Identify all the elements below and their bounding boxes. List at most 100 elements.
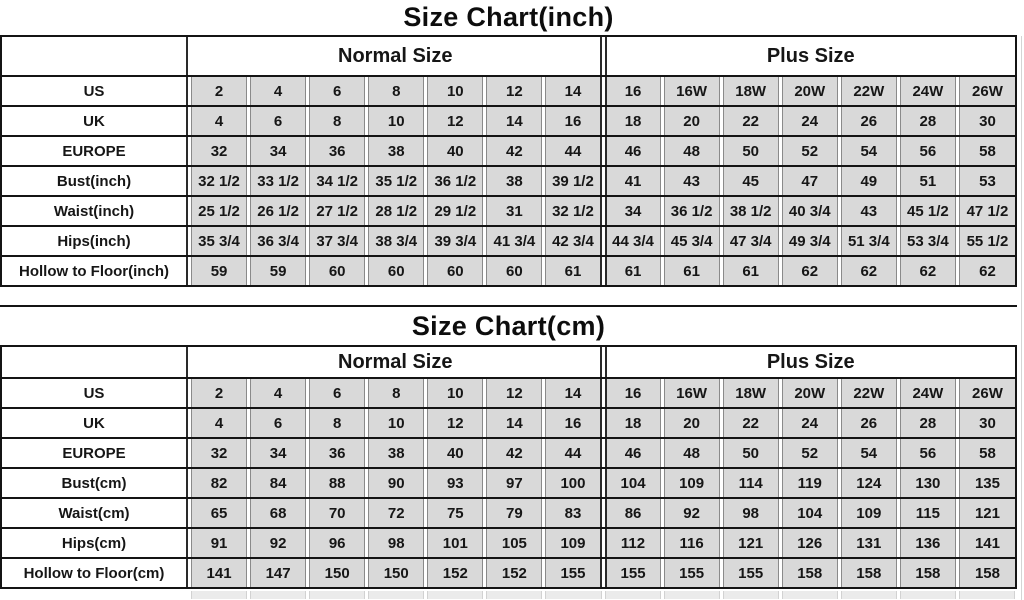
size-cell: 47 3/4 <box>722 227 779 255</box>
size-cell: 2 <box>191 379 248 407</box>
size-cell: 53 <box>958 167 1015 195</box>
row-label: Hips(inch) <box>2 227 188 255</box>
size-cell: 14 <box>545 379 602 407</box>
size-cell: 40 <box>427 137 484 165</box>
size-cell: 41 <box>604 167 661 195</box>
size-cell: 46 <box>604 439 661 467</box>
cropped-cell-blank <box>2 591 188 599</box>
size-chart-inch-table: Normal Size Plus Size US 2 4 6 8 10 12 14 16 16W 18W… <box>0 35 1017 287</box>
size-cell: 40 3/4 <box>781 197 838 225</box>
size-cell: 32 1/2 <box>191 167 248 195</box>
size-cell: 152 <box>427 559 484 587</box>
size-cell: 16 <box>545 409 602 437</box>
size-cell: 59 <box>191 257 248 285</box>
size-cell: 43 <box>840 197 897 225</box>
size-cell: 16 <box>604 379 661 407</box>
size-cell: 126 <box>781 529 838 557</box>
size-cell: 88 <box>309 469 366 497</box>
size-cell: 53 3/4 <box>899 227 956 255</box>
size-cell: 92 <box>250 529 307 557</box>
size-cell: 6 <box>250 107 307 135</box>
size-cell: 109 <box>663 469 720 497</box>
size-cell: 158 <box>899 559 956 587</box>
size-cell: 75 <box>427 499 484 527</box>
row-label: Hollow to Floor(inch) <box>2 257 188 285</box>
size-cell: 42 <box>486 439 543 467</box>
row-label: Waist(cm) <box>2 499 188 527</box>
plus-size-header: Plus Size <box>604 37 1015 75</box>
size-cell: 61 <box>545 257 602 285</box>
size-cell: 60 <box>309 257 366 285</box>
size-cell: 8 <box>309 409 366 437</box>
size-cell: 4 <box>250 77 307 105</box>
size-cell: 52 <box>781 137 838 165</box>
size-cell: 56 <box>899 137 956 165</box>
cropped-cell <box>250 591 307 599</box>
size-cell: 14 <box>545 77 602 105</box>
size-cell: 93 <box>427 469 484 497</box>
size-cell: 96 <box>309 529 366 557</box>
table-row: UK 4 6 8 10 12 14 16 18 20 22 24 26 28 30 <box>2 409 1015 439</box>
size-cell: 6 <box>250 409 307 437</box>
right-gridline <box>1021 36 1022 600</box>
size-cell: 90 <box>368 469 425 497</box>
size-cell: 38 <box>368 137 425 165</box>
size-cell: 62 <box>899 257 956 285</box>
cropped-cell <box>840 591 897 599</box>
cropped-cell <box>191 591 248 599</box>
size-cell: 52 <box>781 439 838 467</box>
size-cell: 62 <box>781 257 838 285</box>
size-cell: 18 <box>604 409 661 437</box>
size-cell: 22 <box>722 409 779 437</box>
size-cell: 84 <box>250 469 307 497</box>
size-cell: 60 <box>368 257 425 285</box>
size-cell: 91 <box>191 529 248 557</box>
size-cell: 10 <box>368 409 425 437</box>
size-cell: 4 <box>191 107 248 135</box>
size-cell: 82 <box>191 469 248 497</box>
size-chart-cm-table: Normal Size Plus Size US 2 4 6 8 10 12 14 16 16W 18W… <box>0 345 1017 589</box>
size-cell: 72 <box>368 499 425 527</box>
size-cell: 150 <box>368 559 425 587</box>
size-cell: 61 <box>722 257 779 285</box>
size-cell: 26W <box>958 77 1015 105</box>
cropped-cell <box>368 591 425 599</box>
size-cell: 20 <box>663 107 720 135</box>
size-cell: 37 3/4 <box>309 227 366 255</box>
size-cell: 54 <box>840 137 897 165</box>
size-cell: 131 <box>840 529 897 557</box>
size-cell: 116 <box>663 529 720 557</box>
size-cell: 42 <box>486 137 543 165</box>
size-cell: 38 3/4 <box>368 227 425 255</box>
size-cell: 26 <box>840 409 897 437</box>
plus-size-header: Plus Size <box>604 347 1015 377</box>
size-cell: 155 <box>604 559 661 587</box>
cropped-cell <box>663 591 720 599</box>
size-chart-inch-title: Size Chart(inch) <box>403 2 614 32</box>
size-cell: 48 <box>663 137 720 165</box>
size-cell: 28 <box>899 409 956 437</box>
size-cell: 97 <box>486 469 543 497</box>
row-label: Hollow to Floor(cm) <box>2 559 188 587</box>
size-cell: 34 1/2 <box>309 167 366 195</box>
size-cell: 35 3/4 <box>191 227 248 255</box>
cropped-next-row <box>0 591 1017 599</box>
size-cell: 10 <box>368 107 425 135</box>
size-cell: 150 <box>309 559 366 587</box>
size-cell: 141 <box>191 559 248 587</box>
size-cell: 6 <box>309 77 366 105</box>
table-row: US 2 4 6 8 10 12 14 16 16W 18W 20W 22W 24W 26W <box>2 379 1015 409</box>
size-cell: 12 <box>486 77 543 105</box>
row-label: UK <box>2 107 188 135</box>
size-chart-inch-block: Size Chart(inch) Normal Size Plus Size US 2… <box>0 0 1017 287</box>
table-row: Bust(inch) 32 1/2 33 1/2 34 1/2 35 1/2 36 1/2… <box>2 167 1015 197</box>
table-row: Hips(cm) 91 92 96 98 101 105 109 112 116 121 126 131… <box>2 529 1015 559</box>
size-cell: 65 <box>191 499 248 527</box>
cropped-cell <box>781 591 838 599</box>
size-cell: 6 <box>309 379 366 407</box>
size-cell: 35 1/2 <box>368 167 425 195</box>
size-cell: 26 <box>840 107 897 135</box>
size-cell: 16 <box>545 107 602 135</box>
size-cell: 38 1/2 <box>722 197 779 225</box>
size-cell: 62 <box>840 257 897 285</box>
